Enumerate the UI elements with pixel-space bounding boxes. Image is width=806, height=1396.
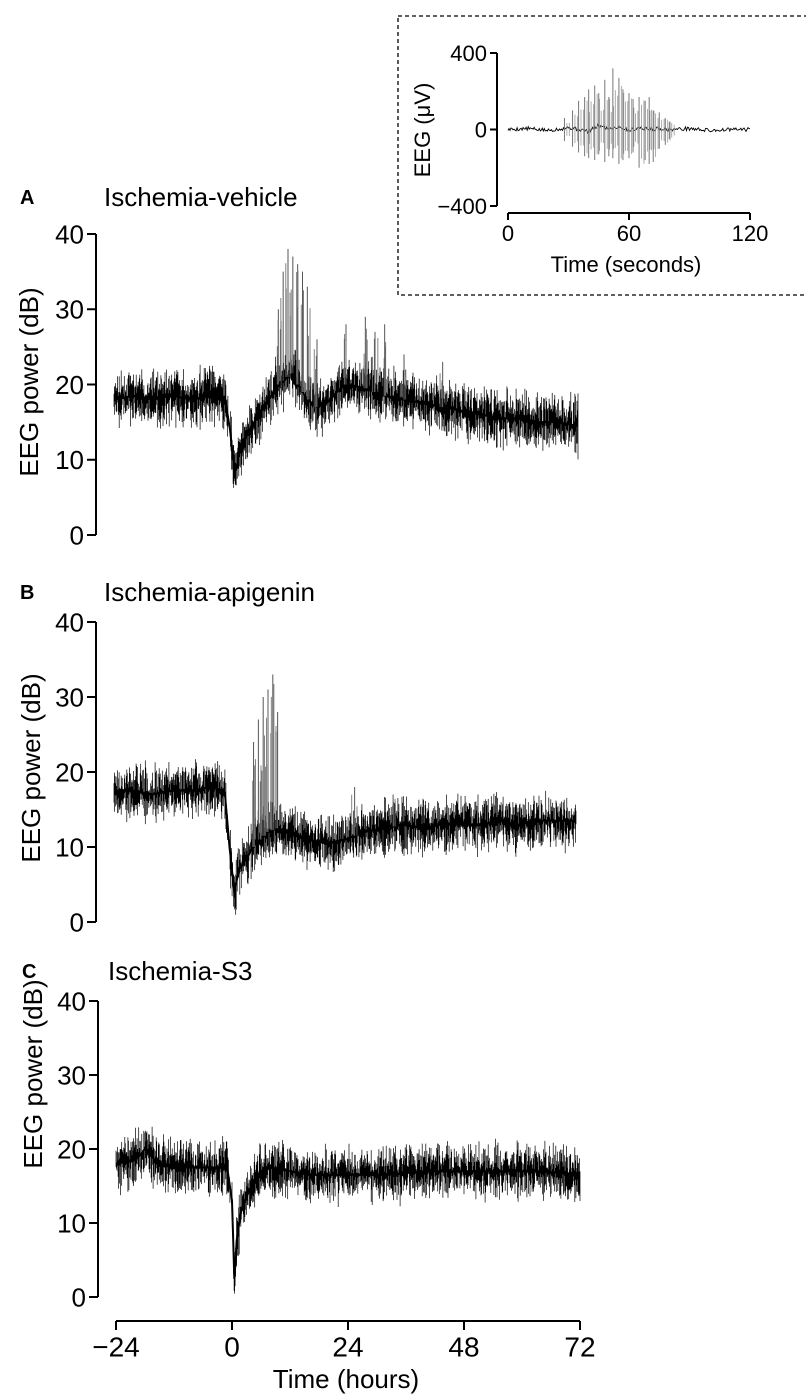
x-tick-label: 60 — [617, 221, 641, 246]
y-tick-label: 40 — [55, 607, 84, 637]
x-tick-label: 72 — [564, 1332, 595, 1363]
panel-b-letter: B — [20, 582, 34, 604]
x-tick-label: −24 — [92, 1332, 140, 1363]
y-tick-label: 10 — [55, 445, 84, 475]
y-tick-label: 40 — [57, 986, 86, 1016]
eeg-power-trace — [114, 786, 576, 895]
panel-c-y-axis-title: EEG power (dB) — [18, 979, 48, 1168]
inset-frame — [397, 15, 806, 296]
x-tick-label: 0 — [502, 221, 514, 246]
panel-a-y-axis-title: EEG power (dB) — [14, 287, 44, 476]
x-tick-label: 0 — [224, 1332, 240, 1363]
panel-c-x-axis-title: Time (hours) — [273, 1364, 419, 1394]
y-tick-label: 40 — [55, 219, 84, 249]
y-tick-label: 0 — [475, 117, 487, 142]
x-tick-label: 120 — [732, 221, 769, 246]
x-tick-label: 48 — [448, 1332, 479, 1363]
y-tick-label: −400 — [437, 194, 487, 219]
y-tick-label: 10 — [57, 1208, 86, 1238]
y-tick-label: 20 — [57, 1134, 86, 1164]
eeg-power-trace — [113, 371, 579, 477]
y-tick-label: 30 — [55, 682, 84, 712]
panel-b-title: Ischemia-apigenin — [104, 577, 315, 607]
panel-b-y-axis-title: EEG power (dB) — [16, 673, 46, 862]
eeg-power-noise — [115, 1126, 581, 1294]
panel-a-letter: A — [20, 187, 34, 209]
eeg-power-noise — [113, 759, 577, 915]
inset-x-axis-title: Time (seconds) — [551, 252, 702, 277]
inset-y-axis-title: EEG (μV) — [410, 83, 435, 178]
y-tick-label: 30 — [57, 1060, 86, 1090]
y-tick-label: 400 — [450, 41, 487, 66]
y-tick-label: 0 — [70, 907, 84, 937]
marks-layer — [113, 68, 751, 1294]
eeg-power-trace — [115, 1147, 581, 1279]
panel-a-title: Ischemia-vehicle — [104, 182, 298, 212]
y-tick-label: 20 — [55, 757, 84, 787]
panel-c-title: Ischemia-S3 — [108, 956, 253, 986]
x-tick-label: 24 — [332, 1332, 363, 1363]
y-tick-label: 30 — [55, 295, 84, 325]
y-tick-label: 0 — [72, 1282, 86, 1312]
y-tick-label: 0 — [70, 520, 84, 550]
y-tick-label: 10 — [55, 832, 84, 862]
panel-c-letter: C — [22, 961, 36, 983]
y-tick-label: 20 — [55, 370, 84, 400]
